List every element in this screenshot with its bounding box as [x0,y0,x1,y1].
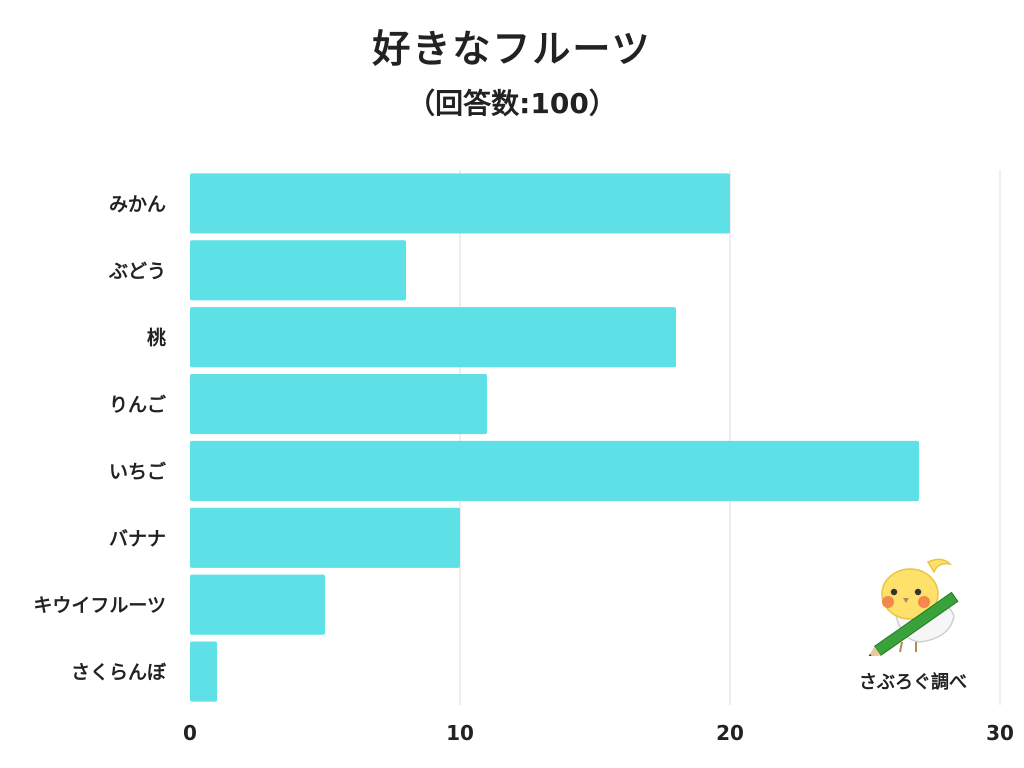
category-label: いちご [109,460,166,483]
bar [190,173,730,234]
grid-lines [459,170,1001,705]
mascot-bird-icon [858,556,970,660]
chart-subtitle: （回答数:100） [407,87,617,120]
x-tick-labels: 0 10 20 30 [183,721,1014,745]
category-label: りんご [109,393,166,416]
bar [190,240,406,301]
bar [190,574,325,635]
x-tick-label: 30 [986,721,1014,745]
category-label: さくらんぼ [71,662,167,684]
bar [190,307,676,368]
category-label: 桃 [147,326,166,349]
source-credit: さぶろぐ調べ [859,672,967,693]
category-label: みかん [109,193,166,215]
category-label: ぶどう [108,260,166,282]
bar [190,373,487,435]
x-tick-label: 10 [446,721,474,745]
chart-title: 好きなフルーツ [372,27,652,71]
category-label: バナナ [109,528,166,550]
bar [190,641,217,702]
x-tick-label: 20 [716,721,744,745]
category-label: キウイフルーツ [33,595,166,617]
bars [190,173,919,702]
x-tick-label: 0 [183,721,197,745]
bar [190,440,919,502]
bar [190,507,460,568]
